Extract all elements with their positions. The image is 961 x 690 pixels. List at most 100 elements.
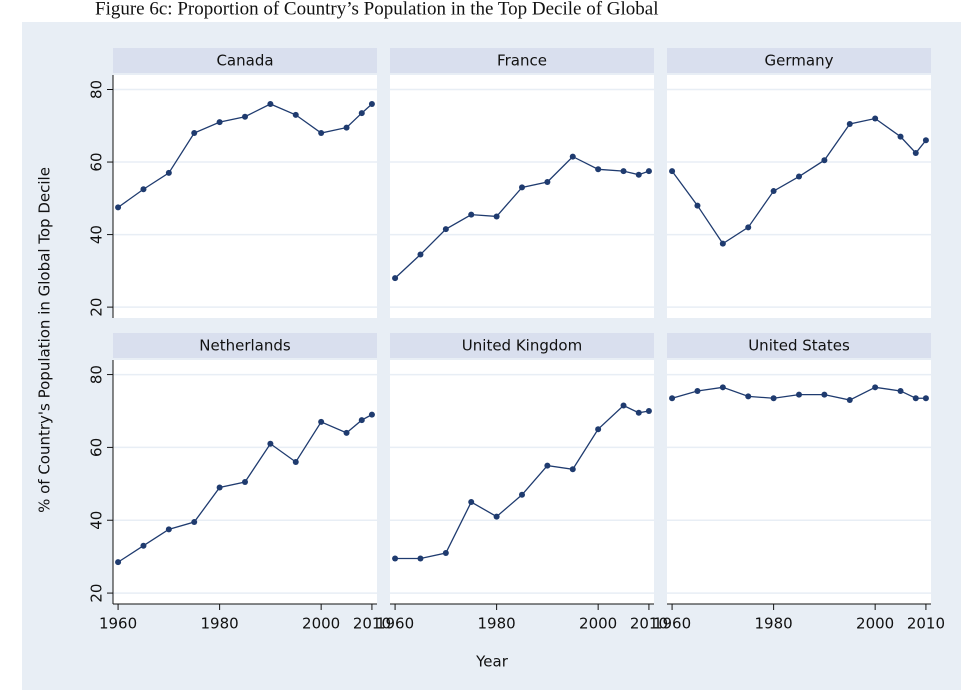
chart-title: Figure 6c: Proportion of Country’s Popul…: [95, 0, 659, 19]
x-tick-label: 2000: [579, 615, 617, 633]
x-tick-label: 1960: [376, 615, 414, 633]
data-point: [191, 130, 198, 137]
data-point: [821, 391, 828, 398]
data-point: [115, 559, 122, 566]
data-point: [519, 184, 525, 191]
data-point: [694, 202, 701, 209]
panel-title: Netherlands: [199, 337, 291, 355]
data-point: [417, 251, 424, 258]
data-point: [897, 387, 904, 394]
data-point: [846, 397, 853, 404]
data-point: [216, 119, 223, 126]
strip: [113, 48, 377, 73]
data-point: [912, 395, 919, 402]
y-tick-label: 80: [88, 365, 106, 384]
data-point: [343, 429, 350, 436]
series-line: [117, 103, 373, 208]
data-point: [191, 519, 198, 526]
plot-area: [113, 75, 377, 318]
x-tick-label: 2010: [353, 615, 391, 633]
data-point: [468, 211, 475, 218]
panel-title: United States: [748, 337, 850, 355]
x-tick-label: 2000: [302, 615, 340, 633]
x-tick-label: 1980: [755, 615, 793, 633]
data-point: [694, 387, 701, 394]
data-point: [318, 418, 325, 425]
data-point: [165, 169, 172, 176]
data-point: [719, 240, 726, 247]
data-point: [216, 484, 223, 491]
y-tick-label: 80: [88, 80, 106, 99]
data-point: [417, 555, 424, 562]
data-point: [745, 393, 752, 400]
data-point: [922, 137, 929, 144]
data-point: [595, 166, 602, 173]
panel-title: Germany: [765, 52, 834, 70]
x-tick-label: 1960: [653, 615, 691, 633]
data-point: [392, 275, 399, 282]
series-line: [117, 414, 373, 563]
data-point: [358, 417, 365, 424]
plot-area: [667, 360, 931, 604]
plot-area: [390, 360, 654, 604]
data-point: [770, 395, 777, 402]
data-point: [140, 186, 147, 193]
data-point: [493, 213, 500, 220]
panel-title: Canada: [216, 52, 273, 70]
data-point: [368, 411, 375, 418]
data-point: [669, 168, 676, 175]
data-point: [267, 101, 274, 108]
data-point: [115, 204, 122, 211]
data-point: [745, 224, 752, 231]
data-point: [620, 168, 627, 175]
panel-title: United Kingdom: [462, 337, 582, 355]
data-point: [846, 120, 853, 127]
data-point: [519, 491, 525, 498]
data-point: [318, 130, 325, 137]
data-point: [292, 458, 299, 465]
series-line: [671, 117, 927, 245]
x-tick-label: 2010: [630, 615, 668, 633]
data-point: [442, 550, 449, 557]
data-point: [635, 171, 642, 178]
data-point: [669, 395, 676, 402]
data-point: [796, 173, 802, 180]
data-point: [368, 101, 375, 108]
data-point: [719, 384, 726, 391]
data-point: [343, 124, 350, 131]
data-point: [645, 168, 652, 175]
x-tick-label: 2010: [907, 615, 945, 633]
data-point: [292, 111, 299, 118]
data-point: [242, 479, 248, 485]
data-point: [569, 153, 576, 160]
data-point: [468, 499, 475, 506]
y-tick-label: 60: [88, 152, 106, 171]
data-point: [544, 178, 551, 185]
y-tick-label: 20: [88, 584, 106, 603]
panel-title: France: [497, 52, 547, 70]
data-point: [242, 113, 248, 120]
y-tick-label: 40: [88, 511, 106, 530]
strip: [113, 333, 377, 358]
data-point: [165, 526, 172, 533]
plot-area: [667, 75, 931, 318]
data-point: [821, 157, 828, 164]
x-tick-label: 1980: [201, 615, 239, 633]
data-point: [872, 384, 879, 391]
y-tick-label: 60: [88, 438, 106, 457]
x-axis-label: Year: [475, 653, 509, 671]
x-tick-label: 1960: [99, 615, 137, 633]
data-point: [595, 426, 602, 433]
x-tick-label: 2000: [856, 615, 894, 633]
data-point: [620, 402, 627, 409]
y-tick-label: 40: [88, 225, 106, 244]
data-point: [392, 555, 399, 562]
data-point: [267, 440, 274, 447]
data-point: [770, 188, 777, 195]
strip: [390, 333, 654, 358]
data-point: [872, 115, 879, 122]
data-point: [897, 133, 904, 140]
y-tick-label: 20: [88, 298, 106, 317]
data-point: [645, 407, 652, 414]
